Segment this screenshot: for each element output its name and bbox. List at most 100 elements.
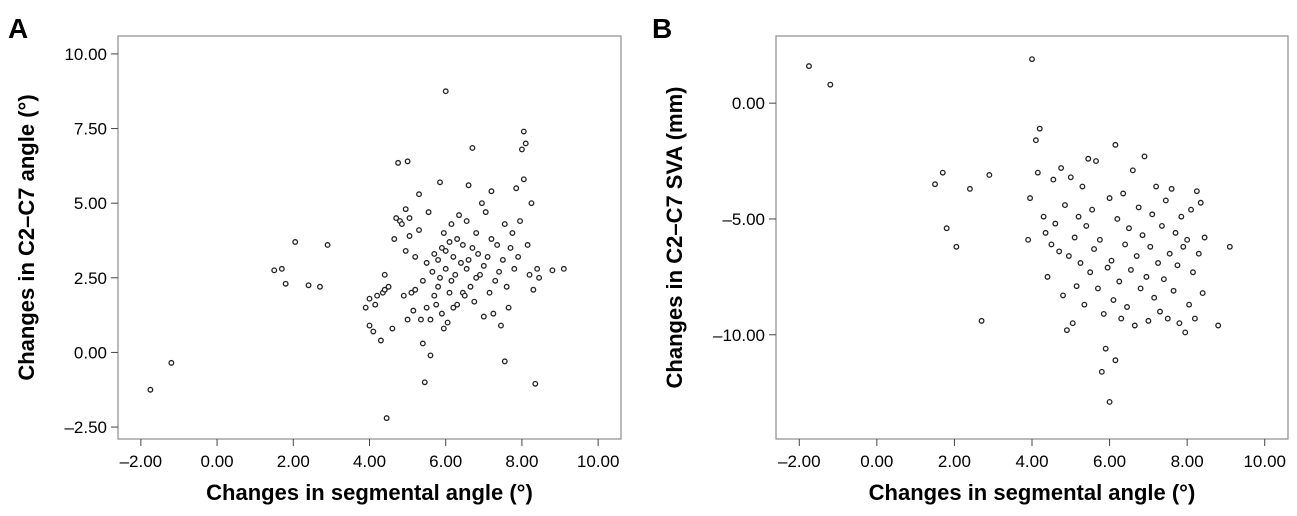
data-point bbox=[1178, 213, 1185, 220]
data-point bbox=[1118, 315, 1125, 322]
panel-b-y-ticks: –10.00 –5.00 0.00 bbox=[713, 94, 776, 345]
data-point bbox=[448, 277, 455, 284]
data-point bbox=[433, 301, 440, 308]
data-point bbox=[1197, 199, 1204, 206]
data-point bbox=[475, 250, 482, 257]
data-point bbox=[1100, 310, 1107, 317]
data-point bbox=[1042, 229, 1049, 236]
data-point bbox=[498, 322, 504, 329]
data-point bbox=[1098, 368, 1105, 375]
data-point bbox=[522, 140, 529, 147]
panel-b-x-tick-label: 4.00 bbox=[1015, 452, 1048, 471]
data-point bbox=[419, 340, 426, 347]
data-point bbox=[1141, 153, 1148, 160]
panel-b-x-tick-label: 6.00 bbox=[1093, 452, 1126, 471]
data-point bbox=[377, 337, 384, 344]
data-point bbox=[1063, 327, 1070, 334]
data-point bbox=[1104, 264, 1111, 271]
data-point bbox=[534, 265, 541, 272]
data-point bbox=[524, 242, 531, 248]
data-point bbox=[1176, 320, 1183, 327]
data-point bbox=[494, 242, 501, 248]
data-point bbox=[526, 271, 533, 278]
data-point bbox=[410, 307, 417, 314]
panel-a-x-tick-label: 4.00 bbox=[353, 452, 386, 471]
data-point bbox=[1158, 222, 1165, 229]
data-point bbox=[469, 244, 476, 251]
data-point bbox=[370, 328, 377, 335]
data-point bbox=[412, 253, 419, 260]
data-point bbox=[1127, 266, 1134, 273]
panel-a-y-tick-label: 7.50 bbox=[74, 120, 107, 139]
data-point bbox=[1027, 195, 1034, 202]
data-point bbox=[1151, 294, 1158, 301]
data-point bbox=[425, 209, 432, 216]
data-point bbox=[1155, 260, 1162, 266]
panel-a-x-tick-label: 8.00 bbox=[505, 452, 538, 471]
data-point bbox=[402, 247, 409, 254]
data-point bbox=[431, 292, 438, 299]
data-point bbox=[435, 283, 442, 290]
data-point bbox=[1083, 222, 1090, 229]
data-point bbox=[986, 172, 993, 178]
data-point bbox=[1077, 260, 1084, 266]
data-point bbox=[385, 283, 392, 290]
data-point bbox=[1075, 213, 1082, 220]
data-point bbox=[412, 286, 419, 293]
data-point bbox=[271, 267, 278, 274]
panel-b-x-tick-label: 2.00 bbox=[938, 452, 971, 471]
panel-b-x-tick-label: 10.00 bbox=[1243, 452, 1286, 471]
data-point bbox=[1182, 329, 1189, 336]
panel-b-x-tick-label: 8.00 bbox=[1171, 452, 1204, 471]
data-point bbox=[1108, 257, 1115, 264]
data-point bbox=[416, 227, 422, 233]
data-point bbox=[480, 313, 487, 320]
data-point bbox=[1215, 322, 1222, 329]
data-point bbox=[530, 286, 537, 293]
data-point bbox=[454, 301, 461, 308]
data-point bbox=[437, 179, 443, 186]
data-point bbox=[374, 292, 381, 299]
data-point bbox=[442, 88, 449, 95]
data-point bbox=[438, 310, 445, 317]
data-point bbox=[1112, 141, 1119, 148]
panel-a-points bbox=[147, 88, 567, 422]
data-point bbox=[448, 221, 455, 228]
data-point bbox=[488, 188, 495, 195]
data-point bbox=[1226, 243, 1233, 250]
panel-a-x-tick-label: 10.00 bbox=[577, 452, 620, 471]
data-point bbox=[1153, 183, 1160, 190]
data-point bbox=[1184, 236, 1191, 243]
data-point bbox=[362, 304, 369, 311]
data-point bbox=[459, 242, 466, 248]
data-point bbox=[404, 158, 411, 165]
data-point bbox=[1094, 285, 1101, 292]
data-point bbox=[473, 274, 480, 281]
data-point bbox=[1065, 253, 1072, 259]
data-point bbox=[381, 271, 388, 278]
data-point bbox=[1168, 185, 1175, 192]
data-point bbox=[1087, 269, 1094, 276]
data-point bbox=[513, 185, 520, 192]
data-point bbox=[408, 289, 415, 296]
panel-b-x-ticks: –2.00 0.00 2.00 4.00 6.00 8.00 10.00 bbox=[778, 439, 1286, 471]
data-point bbox=[423, 259, 430, 266]
data-point bbox=[1073, 283, 1080, 290]
data-point bbox=[484, 253, 491, 260]
data-point bbox=[1079, 183, 1086, 190]
data-point bbox=[501, 221, 508, 228]
data-point bbox=[305, 282, 312, 289]
data-point bbox=[1133, 253, 1140, 259]
data-point bbox=[1124, 304, 1130, 310]
data-point bbox=[503, 283, 510, 290]
panel-a-x-axis-title: Changes in segmental angle (°) bbox=[206, 480, 533, 505]
data-point bbox=[469, 144, 476, 151]
data-point bbox=[1174, 262, 1181, 269]
data-point bbox=[465, 256, 472, 263]
data-point bbox=[536, 274, 543, 281]
data-point bbox=[1193, 188, 1200, 195]
data-point bbox=[419, 277, 426, 284]
data-point bbox=[440, 230, 447, 236]
data-point bbox=[1137, 285, 1144, 292]
panel-b-plot-area bbox=[775, 35, 1289, 440]
